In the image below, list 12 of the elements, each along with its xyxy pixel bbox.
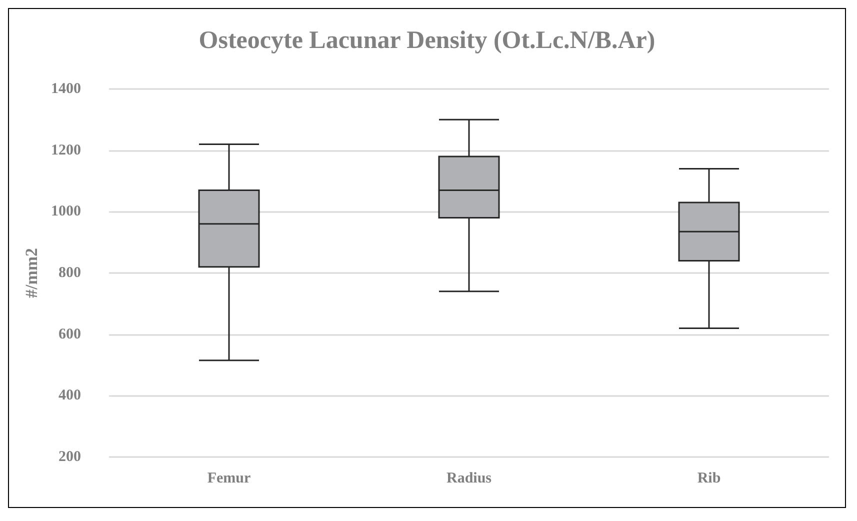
chart-title: Osteocyte Lacunar Density (Ot.Lc.N/B.Ar) — [198, 27, 656, 54]
y-tick-label: 1400 — [51, 81, 81, 97]
y-axis-title: #/mm2 — [22, 248, 42, 298]
y-tick-label: 200 — [58, 449, 81, 465]
y-tick-label: 1200 — [51, 142, 81, 158]
x-tick-label: Radius — [446, 470, 492, 486]
y-tick-label: 400 — [58, 388, 81, 404]
x-tick-label: Femur — [207, 470, 251, 486]
y-tick-label: 1000 — [51, 204, 81, 220]
y-tick-label: 800 — [58, 265, 81, 281]
x-tick-label: Rib — [697, 470, 721, 486]
y-tick-label: 600 — [58, 326, 81, 342]
